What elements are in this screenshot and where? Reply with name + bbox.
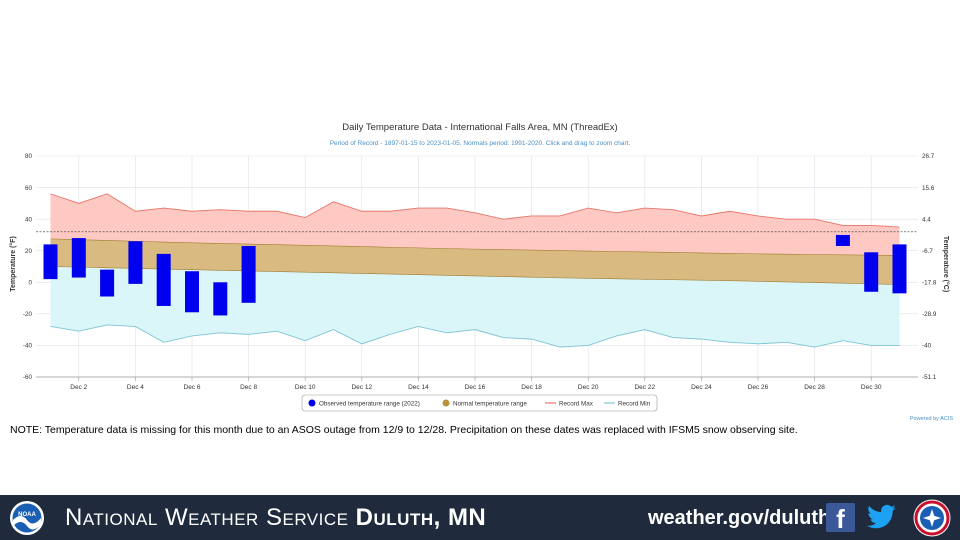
record-min-area (50, 266, 900, 348)
twitter-icon[interactable] (866, 502, 898, 532)
observed-bar[interactable] (213, 282, 228, 316)
x-tick-label: Dec 14 (408, 384, 429, 391)
y-tick-label-right: -28.9 (922, 311, 937, 318)
observed-bar[interactable] (185, 271, 199, 313)
observed-bar[interactable] (100, 269, 115, 297)
observed-bar[interactable] (156, 253, 171, 306)
legend-item-record-max[interactable]: Record Max (545, 401, 594, 408)
observed-bar[interactable] (128, 241, 143, 284)
normal-high-line (50, 238, 900, 256)
x-tick-label: Dec 30 (861, 384, 882, 391)
missing-data-note: NOTE: Temperature data is missing for th… (10, 424, 798, 436)
x-tick-label: Dec 26 (748, 384, 769, 391)
record-max-line (50, 193, 900, 228)
record-min-fill (50, 266, 900, 348)
legend-label-record-max: Record Max (559, 401, 594, 408)
nws-title-regular: National Weather Service (65, 504, 349, 531)
series-lines (36, 193, 918, 348)
observed-bars (43, 234, 907, 316)
y-tick-label-right: -6.7 (922, 248, 933, 255)
record-min-line (50, 324, 900, 348)
legend-label-record-min: Record Min (618, 401, 651, 408)
x-tick-label: Dec 6 (184, 384, 201, 391)
legend-label-normal: Normal temperature range (453, 401, 527, 408)
noaa-logo: NOAA (10, 501, 44, 535)
office-url[interactable]: weather.gov/duluth (648, 507, 831, 529)
normal-range-fill (50, 238, 900, 285)
legend-label-observed: Observed temperature range (2022) (319, 401, 420, 408)
nws-office-title: National Weather Service Duluth, MN (65, 504, 486, 532)
legend-item-normal[interactable]: Normal temperature range (442, 399, 528, 408)
observed-bar[interactable] (241, 245, 256, 303)
x-tick-label: Dec 22 (634, 384, 655, 391)
observed-bar[interactable] (892, 244, 907, 294)
x-tick-label: Dec 12 (351, 384, 372, 391)
facebook-icon[interactable]: f (826, 503, 855, 532)
observed-bar[interactable] (43, 244, 58, 280)
observed-bar[interactable] (864, 252, 879, 292)
y-tick-label-right: 15.6 (922, 185, 935, 192)
chart-subtitle: Period of Record - 1897-01-15 to 2023-01… (330, 140, 631, 147)
y-tick-label-left: 60 (25, 185, 33, 192)
temperature-chart[interactable]: Daily Temperature Data - International F… (0, 110, 960, 430)
y-tick-label-left: -20 (23, 311, 33, 318)
y-tick-label-left: -40 (23, 343, 33, 350)
nws-title-bold: Duluth, MN (355, 504, 487, 531)
y-tick-label-left: 80 (25, 153, 33, 160)
x-tick-label: Dec 8 (240, 384, 257, 391)
y-tick-label-left: -60 (23, 374, 33, 381)
y-tick-label-right: 26.7 (922, 153, 935, 160)
nws-logo (913, 499, 951, 537)
y-tick-label-left: 0 (28, 279, 32, 286)
legend: Observed temperature range (2022) Normal… (301, 394, 658, 412)
footer-banner: NOAA National Weather Service Duluth, MN… (0, 495, 960, 540)
y-axis-label-left: Temperature (°F) (9, 236, 17, 292)
y-tick-label-right: -17.8 (922, 279, 937, 286)
y-tick-label-left: 40 (25, 216, 33, 223)
record-max-fill (50, 193, 900, 256)
x-tick-label: Dec 18 (521, 384, 542, 391)
legend-box (301, 394, 658, 412)
noaa-logo-text: NOAA (18, 512, 36, 518)
x-tick-label: Dec 16 (465, 384, 486, 391)
y-axis-label-right: Temperature (°C) (942, 236, 950, 292)
axes: Dec 2 Dec 4 Dec 6 Dec 8 Dec 10 Dec 12 Dec 14 De… (23, 153, 937, 391)
x-tick-label: Dec 24 (691, 384, 712, 391)
y-tick-label-right: -40 (922, 343, 932, 350)
observed-bar[interactable] (71, 238, 86, 278)
legend-marker-observed (308, 399, 316, 407)
y-tick-label-left: 20 (25, 248, 33, 255)
normal-low-line (50, 266, 900, 285)
x-tick-label: Dec 2 (70, 384, 87, 391)
chart-credit[interactable]: Powered by ACIS (910, 416, 953, 422)
x-tick-label: Dec 20 (578, 384, 599, 391)
observed-bar[interactable] (835, 234, 850, 246)
legend-item-observed[interactable]: Observed temperature range (2022) (308, 399, 420, 408)
legend-marker-normal (442, 399, 450, 407)
y-tick-label-right: 4.4 (922, 216, 931, 223)
chart-title: Daily Temperature Data - International F… (342, 122, 617, 133)
y-tick-label-right: -51.1 (922, 374, 937, 381)
x-tick-label: Dec 10 (295, 384, 316, 391)
normal-range-area (50, 238, 900, 285)
legend-item-record-min[interactable]: Record Min (604, 401, 651, 408)
x-tick-label: Dec 4 (127, 384, 144, 391)
record-max-area (50, 193, 900, 256)
x-tick-label: Dec 28 (804, 384, 825, 391)
